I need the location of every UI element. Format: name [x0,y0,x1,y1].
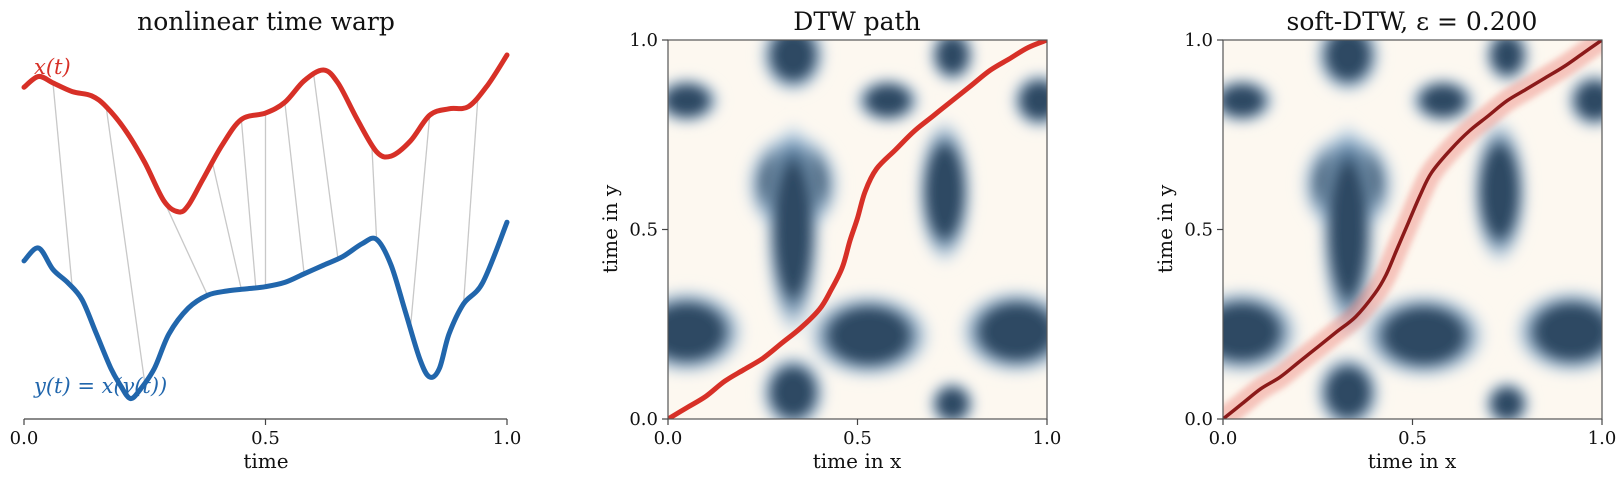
heatmap-cell-cluster [757,40,829,97]
warp-link [211,162,242,290]
heatmap-cell-cluster [1468,114,1531,269]
heatmap-cell-cluster [1008,69,1047,132]
heatmap-cell-cluster [762,116,824,343]
heatmap-cell-cluster [955,285,1047,378]
heatmap-cell-cluster [1223,75,1278,127]
heatmap-cell-cluster [1312,351,1384,419]
y-ticks: 0.0 0.5 1.0 [629,30,668,430]
y-tick-label: 1.0 [1184,30,1213,51]
x-tick-label: 0.0 [1209,428,1238,449]
panel-soft-dtw: soft-DTW, ε = 0.200 0.0 0.5 1.0 0.00.51.0 … [1153,7,1617,473]
warp-link [313,75,339,259]
panel-time-warp: nonlinear time warp x(t) y(t) = x(γ(t)) … [10,7,522,473]
heatmap-cell-cluster [1357,289,1491,382]
heatmap-cell-cluster [1312,40,1384,97]
x-tick-label: 1.0 [1033,428,1062,449]
heatmap-cell-cluster [757,351,829,419]
heatmap-cell-cluster [1563,69,1602,132]
chart-title: DTW path [793,7,920,36]
panel-dtw-path: DTW path 0.0 0.5 1.0 0.0 0.5 1.0 time in x t… [598,7,1062,473]
y-axis-label: time in y [598,184,622,273]
heatmap-cell-cluster [852,75,924,127]
dtw-path-line [668,40,1047,419]
y-ticks: 0.0 0.5 1.0 [1184,30,1223,430]
x-tick-label: 1.0 [493,428,522,449]
chart-title: soft-DTW, ε = 0.200 [1287,7,1538,36]
x-tick-label: 0.5 [251,428,280,449]
warp-link [240,119,257,288]
series-x-line [21,52,510,215]
heatmap-cell-cluster [1481,378,1533,419]
series-y-label: y(t) = x(γ(t)) [33,374,167,398]
heatmap-cell-cluster [668,75,723,127]
warp-link [371,143,378,240]
heatmap-cell-cluster [1407,75,1479,127]
x-axis-label: time in x [1368,449,1457,473]
x-axis-label: time [243,449,288,473]
soft-dtw-path-line [1223,40,1602,419]
y-tick-label: 1.0 [629,30,658,51]
x-ticks: 0.0 0.5 1.0 [10,419,522,449]
y-tick-label: 0.5 [1184,220,1213,241]
series-y-line [21,219,510,402]
heatmap-cell-cluster [802,289,936,382]
heatmap-cell-cluster [926,40,978,86]
warp-link [163,200,209,296]
y-tick-label: 0.0 [1184,409,1213,430]
chart-title: nonlinear time warp [137,7,395,36]
warp-links [52,75,479,383]
cost-matrix-heatmap [668,40,1047,419]
heatmap-cell-cluster [926,378,978,419]
heatmap-cell-cluster [1481,40,1533,86]
warp-link [105,106,146,383]
x-tick-label: 0.0 [10,428,39,449]
series-x-label: x(t) [34,55,71,79]
x-ticks: 0.0 0.5 1.0 [654,419,1062,449]
heatmap-cell-cluster [1223,285,1304,378]
x-tick-label: 0.5 [843,428,872,449]
x-ticks: 0.0 0.5 1.0 [1209,419,1617,449]
heatmap-cell-cluster [1510,285,1602,378]
y-axis-label: time in y [1153,184,1177,273]
heatmap-cell-cluster [1317,116,1379,343]
x-tick-label: 1.0 [1588,428,1617,449]
x-tick-label: 0.5 [1398,428,1427,449]
x-axis-label: time in x [813,449,902,473]
y-tick-label: 0.5 [629,220,658,241]
warp-link [52,82,73,289]
y-tick-label: 0.0 [629,409,658,430]
warp-link [284,102,305,274]
warp-link [409,115,431,329]
heatmap-cell-cluster [913,114,976,269]
x-tick-label: 0.0 [654,428,683,449]
heatmap-cell-cluster [668,285,749,378]
warp-link [462,95,479,304]
